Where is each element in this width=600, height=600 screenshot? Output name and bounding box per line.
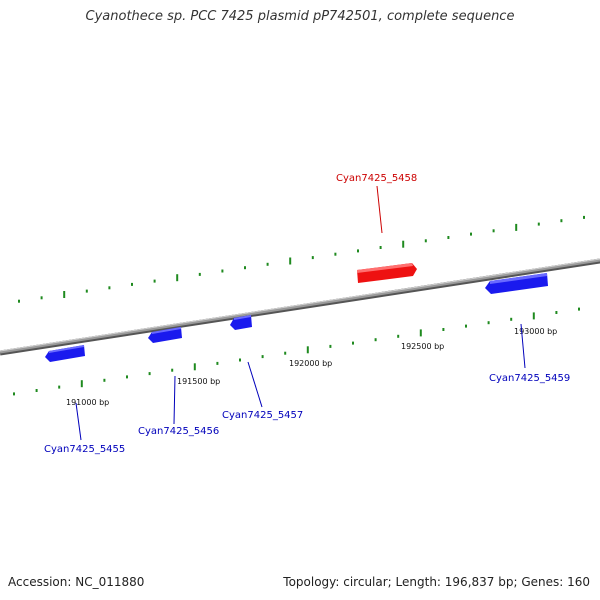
gene-Cyan7425_5455[interactable]: Cyan7425_5455: [44, 345, 125, 455]
gene-Cyan7425_5457[interactable]: Cyan7425_5457: [222, 315, 303, 421]
bottom-tick-row: [13, 307, 580, 396]
map-title: Cyanothece sp. PCC 7425 plasmid pP742501…: [85, 9, 515, 24]
gene-label-Cyan7425_5455[interactable]: Cyan7425_5455: [44, 444, 125, 455]
top-tick-row: [18, 215, 585, 303]
gene-Cyan7425_5456[interactable]: Cyan7425_5456: [138, 327, 219, 437]
backbone: [0, 258, 600, 354]
backbone-highlight: [0, 258, 600, 352]
gene-Cyan7425_5458[interactable]: Cyan7425_5458: [336, 173, 417, 283]
topology-summary: Topology: circular; Length: 196,837 bp; …: [283, 575, 590, 589]
gene-Cyan7425_5459[interactable]: Cyan7425_5459: [485, 273, 570, 384]
gene-label-Cyan7425_5457[interactable]: Cyan7425_5457: [222, 410, 303, 421]
accession-text: Accession: NC_011880: [8, 575, 145, 589]
scale-label-192000: 192000 bp: [289, 359, 332, 368]
scale-label-191000: 191000 bp: [66, 398, 109, 407]
gene-label-Cyan7425_5458[interactable]: Cyan7425_5458: [336, 173, 417, 184]
gene-label-Cyan7425_5459[interactable]: Cyan7425_5459: [489, 373, 570, 384]
gene-label-Cyan7425_5456[interactable]: Cyan7425_5456: [138, 426, 219, 437]
scale-label-191500: 191500 bp: [177, 377, 220, 386]
scale-label-193000: 193000 bp: [514, 327, 557, 336]
scale-label-192500: 192500 bp: [401, 342, 444, 351]
